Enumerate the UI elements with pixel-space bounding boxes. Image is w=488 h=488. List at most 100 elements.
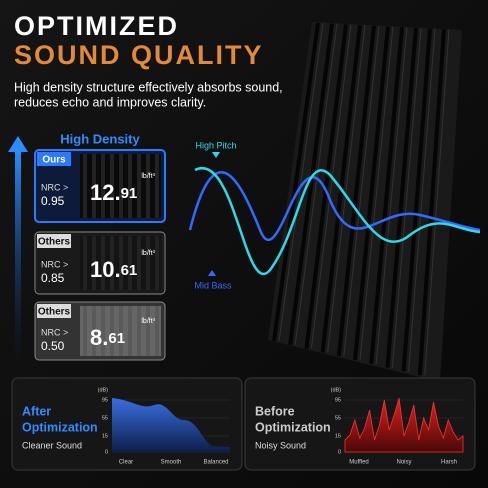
- panel-title: Optimization: [255, 420, 331, 434]
- swatch-rib: [155, 306, 159, 356]
- swatch-rib: [92, 236, 96, 290]
- tag-bg: [37, 304, 71, 318]
- wave-marker: [208, 270, 216, 276]
- x-label: Smooth: [161, 460, 182, 466]
- tag-bg: [37, 234, 71, 248]
- density-unit: lb/ft³: [141, 250, 155, 257]
- swatch-rib: [137, 236, 141, 290]
- density-whole: 12.: [90, 180, 121, 205]
- panel-caption: Cleaner Sound: [22, 440, 82, 450]
- wave-label: Mid Bass: [194, 280, 232, 290]
- swatch-rib: [101, 154, 105, 218]
- density-value: 10.61: [90, 257, 137, 282]
- slat-highlight: [327, 25, 366, 353]
- density-frac: 91: [121, 185, 138, 202]
- pitch-wave: [194, 166, 481, 275]
- swatch-rib: [155, 236, 159, 290]
- slat-edge: [272, 22, 320, 342]
- slat-edge: [417, 29, 446, 376]
- swatch-rib: [137, 306, 141, 356]
- arrow-head: [8, 136, 28, 152]
- tick-label: 15: [335, 433, 341, 439]
- x-label: Balanced: [203, 460, 228, 466]
- tag: Ours: [42, 155, 66, 166]
- swatch-rib: [83, 236, 87, 290]
- slat-edge: [369, 27, 404, 364]
- swatch-rib: [110, 154, 114, 218]
- swatch-rib: [92, 306, 96, 356]
- swatch-rib: [128, 154, 132, 218]
- density-value: 12.91: [90, 180, 137, 205]
- density-arrow: [15, 150, 21, 365]
- slat-highlight: [391, 27, 422, 368]
- x-label: Harsh: [441, 460, 457, 466]
- wave-label: High Pitch: [195, 140, 236, 150]
- x-label: Noisy: [396, 460, 411, 466]
- slat-edge: [385, 27, 418, 368]
- tick-label: 0: [338, 449, 341, 455]
- tag-bg: [37, 152, 71, 166]
- slat-highlight: [424, 29, 450, 376]
- density-frac: 61: [121, 262, 138, 279]
- panel-title: After: [22, 404, 51, 418]
- clean-curve: [112, 398, 230, 452]
- swatch-rib: [92, 154, 96, 218]
- swatch-rib: [146, 154, 150, 218]
- panel: After Optimization Cleaner Sound (dB) 95 55 15…: [11, 377, 243, 471]
- nrc-label: NRC >: [41, 327, 68, 337]
- panel-caption: Noisy Sound: [255, 440, 306, 450]
- nrc-value: 0.85: [41, 271, 65, 285]
- swatch-rib: [146, 306, 150, 356]
- density-unit: lb/ft³: [141, 173, 155, 180]
- tag: Others: [38, 307, 71, 318]
- nrc-value: 0.50: [41, 339, 65, 353]
- subtitle: reduces echo and improves clarity.: [14, 95, 206, 109]
- tick-label: 0: [105, 449, 108, 455]
- card: Others NRC > 0.50 8.61 lb/ft³: [34, 301, 166, 361]
- nrc-label: NRC >: [41, 182, 68, 192]
- title: OPTIMIZED: [14, 11, 179, 41]
- density-frac: 61: [108, 330, 125, 347]
- slat-edge: [336, 25, 376, 357]
- swatch-rib: [83, 154, 87, 218]
- slat-highlight: [408, 28, 436, 372]
- density-whole: 10.: [90, 257, 121, 282]
- swatch-rib: [110, 306, 114, 356]
- tick-label: 55: [102, 415, 108, 421]
- nrc-label: NRC >: [41, 259, 68, 269]
- swatch-rib: [119, 236, 123, 290]
- tick-label: 95: [102, 397, 108, 403]
- density-label: High Density: [60, 131, 140, 146]
- slat-highlight: [359, 26, 394, 361]
- swatch-rib: [146, 236, 150, 290]
- subtitle: High density structure effectively absor…: [14, 80, 283, 94]
- slat-highlight: [294, 23, 338, 345]
- slat-edge: [288, 23, 334, 346]
- x-label: Clear: [119, 460, 133, 466]
- panel-title: Optimization: [22, 420, 98, 434]
- title: SOUND QUALITY: [14, 40, 264, 70]
- slat-edge: [401, 28, 432, 372]
- noisy-curve: [344, 397, 464, 453]
- swatch-rib: [155, 154, 159, 218]
- x-label: Muffled: [349, 460, 369, 466]
- axis-unit: (dB): [98, 387, 109, 393]
- tick-label: 55: [335, 415, 341, 421]
- swatch-rib: [101, 306, 105, 356]
- slat-highlight: [375, 27, 408, 364]
- swatch-rib: [137, 154, 141, 218]
- slat-highlight: [343, 25, 380, 357]
- comparison-panels: After Optimization Cleaner Sound (dB) 95 55 15…: [11, 377, 476, 471]
- swatch-rib: [119, 154, 123, 218]
- swatch-rib: [110, 236, 114, 290]
- swatch-rib: [119, 306, 123, 356]
- swatch-rib: [128, 236, 132, 290]
- wave-marker: [212, 152, 220, 158]
- swatch-rib: [101, 236, 105, 290]
- density-value: 8.61: [90, 325, 125, 350]
